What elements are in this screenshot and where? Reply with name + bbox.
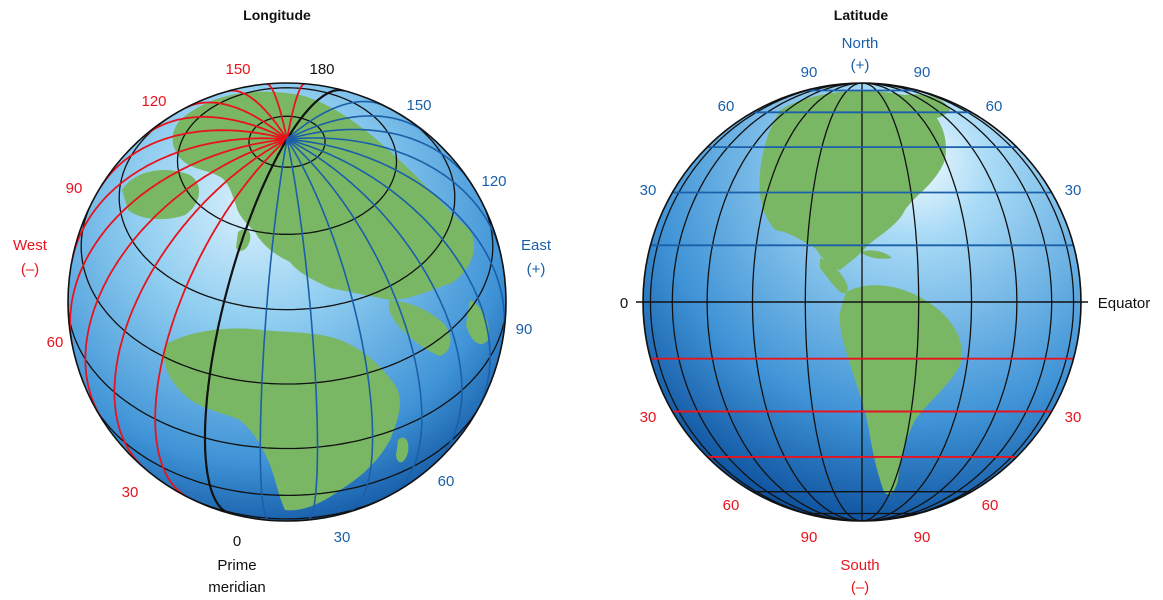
meridian-line (286, 138, 463, 466)
meridian-line (154, 138, 288, 499)
north-sign: (+) (851, 57, 870, 74)
east-tick-60: 60 (438, 473, 455, 490)
landmass-india (466, 300, 489, 345)
north-tick-30-left: 30 (640, 182, 657, 199)
meridian-line (141, 116, 288, 141)
top-tick-180: 180 (309, 61, 334, 78)
meridian-line (286, 128, 473, 186)
meridian-line (286, 83, 306, 140)
south-tick-90-right: 90 (914, 529, 931, 546)
meridian-line (265, 83, 288, 140)
landmass-cuba (860, 250, 892, 259)
prime-meridian-label-line2: meridian (208, 579, 266, 596)
parallel-line (80, 201, 494, 385)
east-label: East (521, 237, 552, 254)
longitude-grid (68, 83, 506, 521)
landmass-greenland (122, 170, 200, 220)
meridian-line (227, 89, 288, 140)
west-tick-150: 150 (225, 61, 250, 78)
north-label: North (842, 35, 879, 52)
latitude-labels: Latitude North (+) 90 90 60 60 30 30 0 E… (620, 7, 1150, 596)
landmass-madagascar (396, 437, 409, 463)
meridian-line (286, 138, 506, 341)
meridian-line (259, 139, 288, 521)
landmass-scandinavia (270, 185, 308, 236)
meridian-line (70, 137, 288, 262)
meridian-line (286, 138, 374, 514)
meridian-line (286, 137, 502, 257)
meridian-line (286, 100, 385, 140)
east-tick-90: 90 (516, 321, 533, 338)
south-tick-60-left: 60 (723, 497, 740, 514)
south-sign: (–) (851, 579, 869, 596)
meridian-line (99, 129, 288, 188)
prime-tick-0: 0 (233, 533, 241, 550)
south-tick-60-right: 60 (982, 497, 999, 514)
meridian-line (286, 138, 491, 416)
north-tick-90-left: 90 (801, 64, 818, 81)
landmass-europe-asia (172, 91, 474, 300)
meridian-line (286, 139, 319, 521)
longitude-landmasses (122, 91, 489, 511)
south-tick-90-left: 90 (801, 529, 818, 546)
meridian-line (286, 88, 345, 140)
east-tick-30: 30 (334, 529, 351, 546)
parallel-line (118, 112, 456, 311)
longitude-globe (67, 82, 507, 522)
west-tick-90: 90 (66, 180, 83, 197)
equator-label: Equator (1098, 295, 1151, 312)
east-tick-150: 150 (406, 97, 431, 114)
longitude-title: Longitude (243, 7, 311, 23)
south-tick-30-right: 30 (1065, 409, 1082, 426)
landmass-africa (163, 328, 400, 511)
meridian-line (69, 138, 288, 346)
west-tick-60: 60 (47, 334, 64, 351)
latitude-title: Latitude (834, 7, 889, 23)
meridian-line (113, 138, 288, 469)
meridian-line (203, 138, 288, 515)
equator-tick-0: 0 (620, 295, 628, 312)
west-tick-120: 120 (141, 93, 166, 110)
north-tick-60-left: 60 (718, 98, 735, 115)
east-sign: (+) (527, 261, 546, 278)
meridian-line (286, 115, 429, 141)
east-tick-120: 120 (481, 173, 506, 190)
prime-meridian-label-line1: Prime (217, 557, 256, 574)
parallel-line (93, 404, 481, 497)
landmass-central-america (820, 258, 848, 294)
north-tick-60-right: 60 (986, 98, 1003, 115)
meridian-line (286, 138, 423, 497)
landmass-south-america (839, 285, 962, 495)
south-tick-30-left: 30 (640, 409, 657, 426)
north-tick-30-right: 30 (1065, 182, 1082, 199)
west-sign: (–) (21, 261, 39, 278)
north-tick-90-right: 90 (914, 64, 931, 81)
longitude-labels: Longitude 150 180 120 90 West (–) 60 30 … (13, 7, 552, 596)
parallel-line (68, 303, 506, 450)
west-tick-30: 30 (122, 484, 139, 501)
meridian-line (84, 138, 288, 420)
west-label: West (13, 237, 48, 254)
south-label: South (840, 557, 879, 574)
longitude-globe-rim (67, 82, 507, 522)
meridian-line (185, 101, 288, 140)
